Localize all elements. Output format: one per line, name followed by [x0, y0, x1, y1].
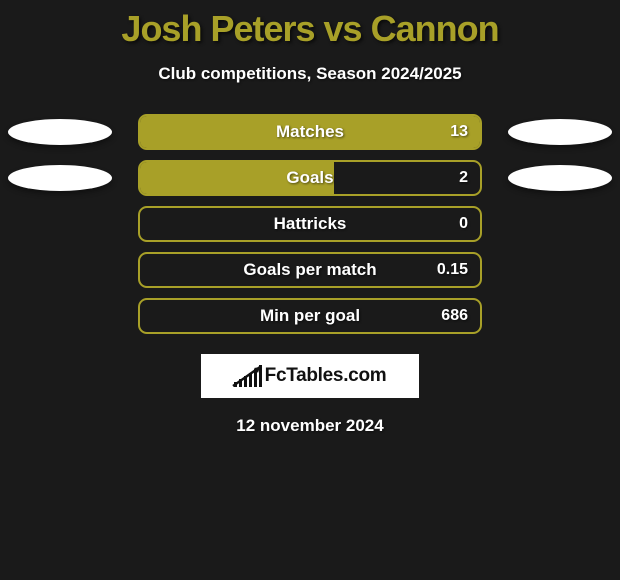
stat-bar: Goals 2 [138, 160, 482, 196]
left-player-marker [8, 165, 112, 191]
stat-value: 2 [459, 162, 468, 194]
logo-bars-icon [234, 365, 262, 387]
stat-row: Goals per match 0.15 [0, 252, 620, 288]
stat-bar: Matches 13 [138, 114, 482, 150]
vs-separator: vs [315, 8, 371, 49]
player1-name: Josh Peters [121, 8, 314, 49]
stat-value: 0.15 [437, 254, 468, 286]
stat-value: 0 [459, 208, 468, 240]
stat-label: Min per goal [140, 300, 480, 332]
logo-text: FcTables.com [265, 365, 387, 387]
stat-row: Min per goal 686 [0, 298, 620, 334]
comparison-chart: Matches 13 Goals 2 Hattricks 0 Goals per… [0, 114, 620, 334]
stat-value: 13 [450, 116, 468, 148]
logo-arrow-icon [232, 365, 262, 387]
page-title: Josh Peters vs Cannon [0, 0, 620, 50]
stat-value: 686 [441, 300, 468, 332]
subtitle: Club competitions, Season 2024/2025 [0, 64, 620, 84]
player2-name: Cannon [371, 8, 499, 49]
stat-row: Goals 2 [0, 160, 620, 196]
stat-label: Hattricks [140, 208, 480, 240]
stat-label: Goals [140, 162, 480, 194]
stat-bar: Goals per match 0.15 [138, 252, 482, 288]
right-player-marker [508, 119, 612, 145]
stat-row: Hattricks 0 [0, 206, 620, 242]
stat-bar: Min per goal 686 [138, 298, 482, 334]
stat-label: Matches [140, 116, 480, 148]
stat-bar: Hattricks 0 [138, 206, 482, 242]
left-player-marker [8, 119, 112, 145]
logo: FcTables.com [201, 354, 419, 398]
stat-row: Matches 13 [0, 114, 620, 150]
date-text: 12 november 2024 [0, 416, 620, 436]
stat-label: Goals per match [140, 254, 480, 286]
right-player-marker [508, 165, 612, 191]
